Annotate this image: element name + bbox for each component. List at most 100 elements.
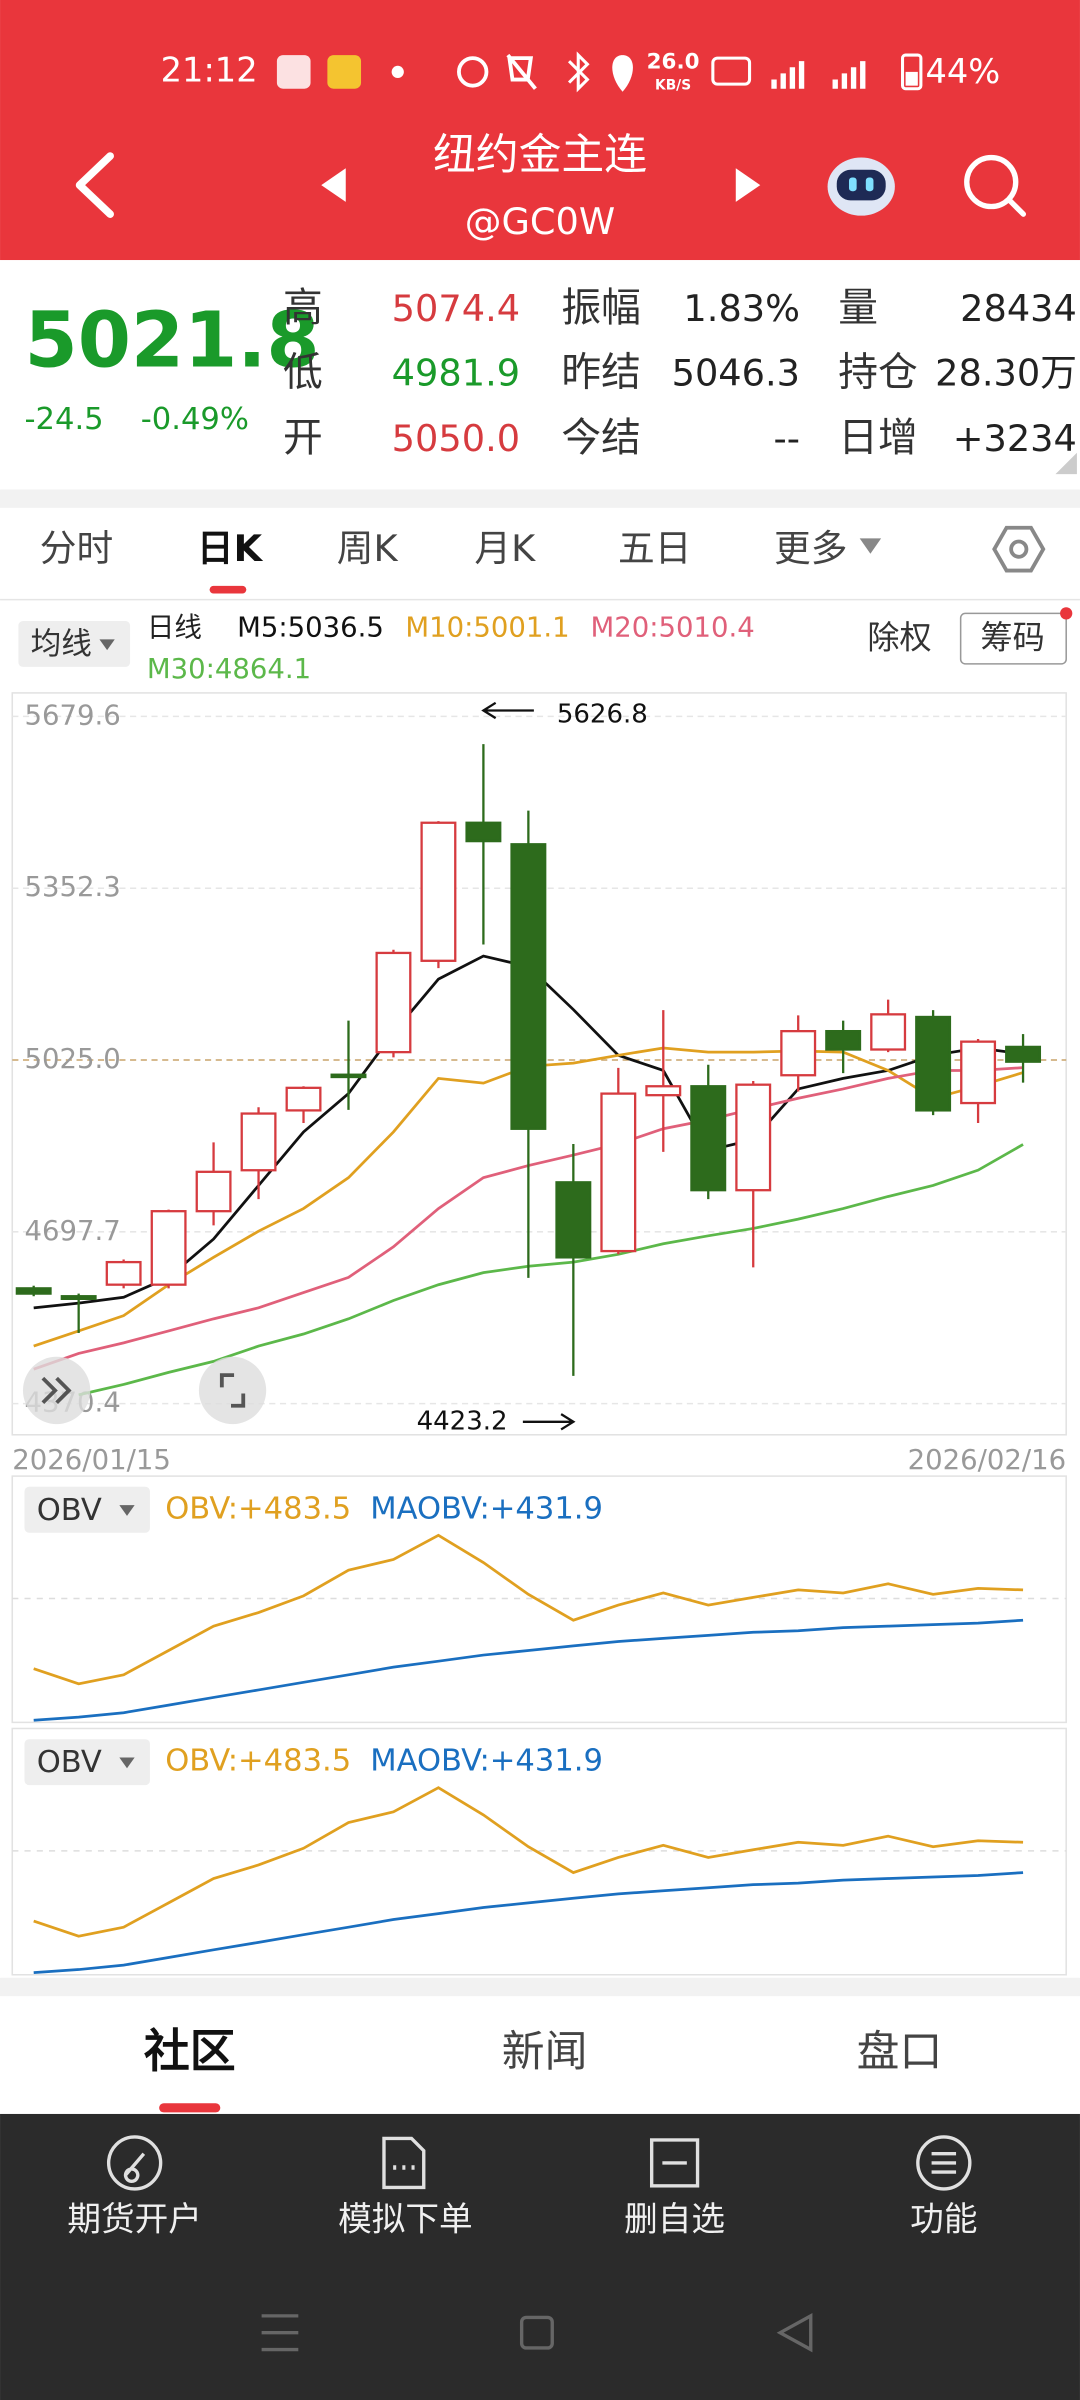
field-value: --	[774, 417, 801, 460]
menu-icon	[916, 2135, 972, 2191]
settings-button[interactable]	[992, 525, 1046, 573]
indicator-name: OBV	[37, 1493, 102, 1528]
header-code: @GC0W	[465, 200, 615, 243]
candle-body	[645, 1085, 682, 1097]
toolbar-item[interactable]: 期货开户	[67, 2200, 202, 2239]
period-tab[interactable]: 周K	[337, 527, 399, 570]
fullscreen-button[interactable]	[198, 1356, 267, 1425]
field-value: +3234	[953, 417, 1077, 460]
y-tick-label: 5025.0	[25, 1043, 121, 1075]
x-tick-label: 2026/01/15	[12, 1444, 171, 1476]
hd-icon	[711, 56, 752, 86]
series-line	[33, 1618, 1024, 1722]
candle-body	[690, 1085, 727, 1192]
period-tab[interactable]: 更多	[774, 527, 847, 570]
candle-body	[465, 821, 502, 843]
legend-entry: OBV:+483.5	[165, 1491, 351, 1526]
field-label: 今结	[561, 415, 641, 461]
field-label: 昨结	[561, 349, 641, 395]
status-time: 21:12	[161, 50, 258, 89]
candle-body	[330, 1073, 367, 1079]
toolbar-item[interactable]: 功能	[910, 2200, 977, 2239]
settings-icon	[992, 525, 1046, 573]
charts: 均线日线5679.65352.35025.04697.74370.42026/0…	[12, 612, 1066, 1974]
candle-body	[825, 1029, 862, 1051]
back-button[interactable]	[75, 152, 114, 218]
period-tab[interactable]: 分时	[40, 527, 113, 570]
signal-icon	[771, 61, 866, 89]
location-icon	[612, 55, 633, 92]
bottom-tab-underline	[159, 2103, 221, 2113]
field-value: 1.83%	[683, 287, 800, 330]
period-tab[interactable]: 五日	[618, 527, 691, 570]
field-label: 振幅	[561, 285, 641, 331]
candle-body	[960, 1040, 997, 1105]
period-tab[interactable]: 月K	[474, 527, 536, 570]
prev-contract[interactable]	[321, 168, 346, 202]
search-icon	[964, 154, 1019, 210]
candle-body	[285, 1086, 322, 1112]
next-contract[interactable]	[735, 168, 761, 202]
search-icon-handle	[1006, 197, 1027, 217]
legend-entry: M30:4864.1	[147, 653, 311, 685]
field-label: 量	[838, 285, 878, 331]
account-icon	[106, 2135, 163, 2191]
bottom-tab[interactable]: 新闻	[502, 2027, 588, 2077]
status-icon	[327, 55, 362, 89]
candle-body	[780, 1029, 817, 1077]
indicator-selector[interactable]	[18, 621, 131, 667]
net-speed-unit: KB/S	[655, 78, 691, 94]
last-price: 5021.8	[25, 297, 320, 386]
net-speed: 26.0	[647, 50, 700, 75]
bottom-tabs: 社区 新闻 盘口	[144, 2024, 942, 2078]
candle-body	[195, 1170, 232, 1213]
chips-button-box[interactable]	[959, 612, 1067, 665]
alarm-icon	[457, 56, 489, 88]
battery-icon	[900, 53, 923, 91]
indicator-selector[interactable]	[24, 1739, 150, 1786]
candle-body	[870, 1013, 907, 1051]
field-label: 低	[283, 349, 323, 395]
indicator-arrow	[119, 1757, 135, 1769]
quote-fields: 高 5074.4 振幅 1.83% 量 28434 低 4981.9 昨结 5046.3 持仓 28.…	[283, 285, 1077, 461]
series-line	[33, 1786, 1024, 1938]
nav-bar	[261, 2313, 813, 2353]
kline-frame	[11, 692, 1067, 1436]
indicator-arrow	[99, 639, 115, 651]
assistant-button[interactable]	[827, 157, 895, 216]
robot-eye	[848, 177, 857, 192]
toolbar: 期货开户 模拟下单 删自选 功能	[67, 2200, 977, 2239]
nav-home[interactable]	[519, 2315, 554, 2350]
settings-icon-center	[1009, 539, 1029, 559]
price-change-pct: -0.49%	[141, 402, 249, 437]
indicator-name: OBV	[37, 1745, 102, 1780]
candle-body	[15, 1287, 52, 1295]
more-arrow	[859, 538, 882, 554]
toolbar-item[interactable]: 模拟下单	[338, 2200, 473, 2239]
field-value: 28.30万	[935, 351, 1077, 394]
ex-rights-button[interactable]: 除权	[867, 618, 931, 656]
bottom-tab[interactable]: 社区	[144, 2024, 236, 2078]
legend-entry: MAOBV:+431.9	[370, 1744, 603, 1779]
search-button[interactable]	[964, 154, 1027, 217]
divider	[0, 1977, 1080, 1997]
collapse-icon	[41, 1376, 72, 1405]
legend-entry: M10:5001.1	[405, 612, 569, 644]
price-change: -24.5	[25, 402, 104, 437]
period-tab[interactable]: 日K	[197, 527, 264, 570]
series-line	[78, 1143, 1024, 1397]
bottom-tab[interactable]: 盘口	[857, 2027, 943, 2077]
y-tick-label: 5679.6	[25, 699, 121, 731]
nav-back[interactable]	[776, 2313, 813, 2353]
status-icon	[276, 55, 311, 89]
nav-menu[interactable]	[261, 2314, 299, 2352]
chips-button[interactable]: 筹码	[981, 618, 1045, 656]
field-label: 开	[283, 415, 323, 461]
toolbar-item[interactable]: 删自选	[624, 2200, 725, 2239]
chart-tools	[22, 1356, 267, 1425]
series-line	[33, 1871, 1024, 1974]
indicator-selector[interactable]	[24, 1486, 150, 1533]
status-dot	[391, 65, 404, 79]
